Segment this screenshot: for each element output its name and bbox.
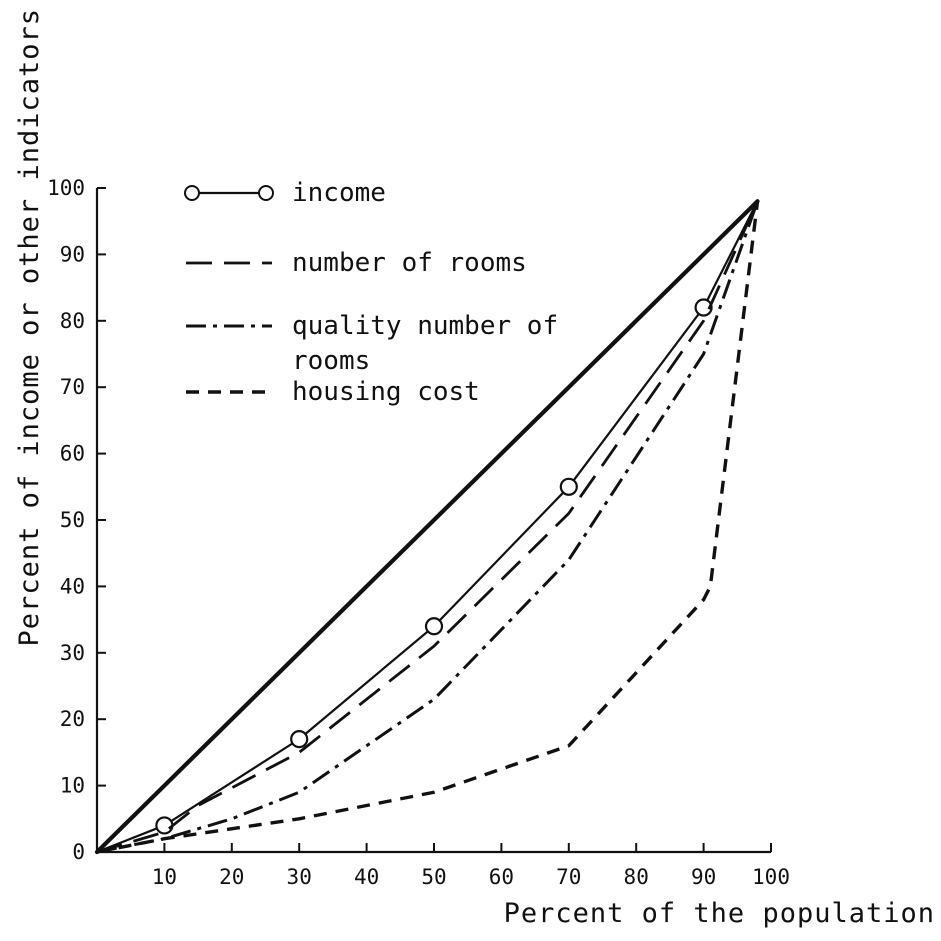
y-tick-label: 50: [60, 508, 85, 532]
y-tick-label: 70: [60, 375, 85, 399]
legend-marker: [258, 185, 274, 201]
y-tick-label: 40: [60, 574, 85, 598]
y-tick-label: 60: [60, 442, 85, 466]
data-point-income: [290, 730, 309, 749]
series-layer: [94, 199, 760, 855]
x-tick-label: 60: [489, 865, 514, 889]
series-line-number-of-rooms: [96, 200, 759, 854]
data-point-income: [155, 816, 174, 835]
data-point-income: [694, 298, 713, 317]
y-tick-label: 90: [60, 242, 85, 266]
x-tick-label: 10: [152, 865, 177, 889]
y-tick-label: 20: [60, 707, 85, 731]
legend: income number of rooms quality number of ro…: [184, 178, 558, 407]
x-tick-label: 40: [354, 865, 379, 889]
y-tick-label: 0: [72, 840, 85, 864]
data-point-income: [559, 477, 578, 496]
legend-label: income: [292, 178, 386, 208]
x-tick-label: 90: [691, 865, 716, 889]
x-tick-label: 100: [752, 865, 790, 889]
y-tick-label: 10: [60, 774, 85, 798]
legend-label: housing cost: [292, 377, 480, 407]
y-tick-label: 80: [60, 309, 85, 333]
series-line-quality-number-of-rooms: [96, 200, 759, 854]
x-tick-label: 70: [556, 865, 581, 889]
legend-label: quality number of: [292, 311, 558, 341]
legend-marker: [184, 185, 200, 201]
data-point-income: [424, 617, 444, 636]
x-axis-title: Percent of the population: [504, 898, 935, 929]
legend-label: rooms: [292, 346, 370, 376]
x-tick-label: 20: [219, 865, 244, 889]
equality-line: [94, 199, 760, 855]
y-tick-label: 30: [60, 641, 85, 665]
x-tick-label: 30: [287, 865, 312, 889]
y-axis-title: Percent of income or other indicators: [14, 8, 45, 646]
legend-label: number of rooms: [292, 248, 527, 278]
x-tick-label: 50: [421, 865, 446, 889]
axes-layer: 0 10 20 30 40 50 60 70 80 90 100 10 20 30 40 50 60 70 80 90…: [47, 176, 790, 889]
series-line-housing-cost: [96, 201, 760, 854]
x-tick-label: 80: [624, 865, 649, 889]
y-tick-label: 100: [47, 176, 85, 200]
